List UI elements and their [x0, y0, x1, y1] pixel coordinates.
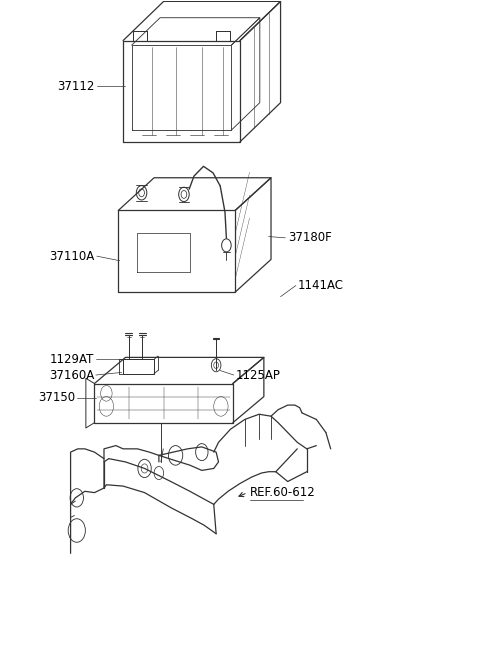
Text: 37150: 37150	[38, 392, 75, 404]
Text: 1125AP: 1125AP	[235, 369, 280, 382]
Text: 1129AT: 1129AT	[50, 353, 95, 366]
Text: 1141AC: 1141AC	[297, 279, 343, 292]
Text: 37180F: 37180F	[288, 232, 332, 244]
Text: 37160A: 37160A	[49, 369, 95, 382]
Text: 37110A: 37110A	[49, 250, 95, 262]
Text: REF.60-612: REF.60-612	[250, 486, 315, 499]
Text: 37112: 37112	[57, 80, 95, 92]
